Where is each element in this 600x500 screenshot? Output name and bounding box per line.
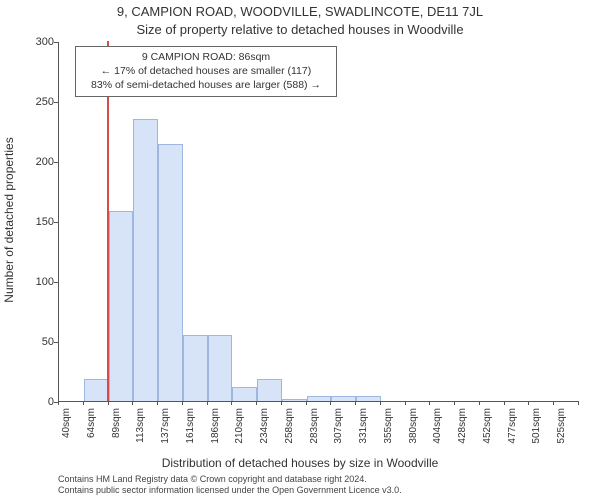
x-tick-label: 380sqm [408, 408, 419, 444]
histogram-bar [133, 119, 158, 401]
x-tick-mark [454, 401, 455, 405]
histogram-bar [232, 387, 257, 401]
x-tick-mark [479, 401, 480, 405]
y-tick-label: 300 [36, 36, 54, 48]
x-tick-label: 161sqm [185, 408, 196, 444]
annotation-line-2: ← 17% of detached houses are smaller (11… [82, 64, 330, 78]
x-tick-mark [231, 401, 232, 405]
y-tick-label: 150 [36, 216, 54, 228]
x-tick-mark [429, 401, 430, 405]
page-title: 9, CAMPION ROAD, WOODVILLE, SWADLINCOTE,… [0, 4, 600, 19]
y-tick-label: 250 [36, 96, 54, 108]
x-tick-label: 89sqm [111, 408, 122, 438]
histogram-bar [158, 144, 183, 401]
x-tick-label: 258sqm [284, 408, 295, 444]
x-tick-mark [553, 401, 554, 405]
page-subtitle: Size of property relative to detached ho… [0, 22, 600, 37]
y-tick-mark [54, 342, 58, 343]
x-tick-label: 40sqm [61, 408, 72, 438]
x-tick-label: 331sqm [358, 408, 369, 444]
x-tick-mark [405, 401, 406, 405]
y-tick-mark [54, 162, 58, 163]
x-tick-label: 186sqm [210, 408, 221, 444]
x-tick-mark [504, 401, 505, 405]
x-tick-label: 452sqm [482, 408, 493, 444]
x-tick-mark [157, 401, 158, 405]
x-tick-label: 501sqm [531, 408, 542, 444]
x-tick-mark [58, 401, 59, 405]
x-tick-label: 64sqm [86, 408, 97, 438]
x-tick-mark [207, 401, 208, 405]
y-tick-mark [54, 42, 58, 43]
y-tick-label: 200 [36, 156, 54, 168]
x-tick-mark [108, 401, 109, 405]
y-tick-mark [54, 102, 58, 103]
x-tick-mark [132, 401, 133, 405]
x-tick-label: 137sqm [160, 408, 171, 444]
y-tick-mark [54, 222, 58, 223]
histogram-bar [257, 379, 282, 401]
x-tick-mark [380, 401, 381, 405]
x-tick-label: 283sqm [309, 408, 320, 444]
x-tick-mark [355, 401, 356, 405]
x-tick-label: 113sqm [135, 408, 146, 443]
x-tick-mark [306, 401, 307, 405]
x-tick-label: 210sqm [234, 408, 245, 444]
histogram-bar [183, 335, 208, 401]
y-tick-label: 100 [36, 276, 54, 288]
annotation-box: 9 CAMPION ROAD: 86sqm ← 17% of detached … [75, 46, 337, 97]
x-tick-mark [528, 401, 529, 405]
x-tick-mark [281, 401, 282, 405]
x-tick-label: 404sqm [432, 408, 443, 444]
histogram-bar [307, 396, 332, 401]
x-tick-label: 428sqm [457, 408, 468, 444]
x-tick-label: 477sqm [507, 408, 518, 444]
x-tick-mark [182, 401, 183, 405]
x-tick-label: 307sqm [333, 408, 344, 444]
x-tick-mark [256, 401, 257, 405]
histogram-bar [356, 396, 381, 401]
x-tick-label: 355sqm [383, 408, 394, 444]
x-tick-label: 234sqm [259, 408, 270, 444]
x-tick-mark [578, 401, 579, 405]
x-tick-mark [330, 401, 331, 405]
y-tick-mark [54, 282, 58, 283]
histogram-bar [109, 211, 134, 401]
histogram-bar [84, 379, 109, 401]
x-axis-label: Distribution of detached houses by size … [0, 456, 600, 470]
histogram-bar [282, 399, 307, 401]
attribution-text: Contains HM Land Registry data © Crown c… [58, 474, 402, 496]
y-tick-label: 50 [42, 336, 54, 348]
annotation-line-3: 83% of semi-detached houses are larger (… [82, 78, 330, 92]
histogram-bar [208, 335, 233, 401]
histogram-bar [331, 396, 356, 401]
annotation-line-1: 9 CAMPION ROAD: 86sqm [82, 50, 330, 64]
x-tick-mark [83, 401, 84, 405]
x-tick-label: 525sqm [556, 408, 567, 444]
